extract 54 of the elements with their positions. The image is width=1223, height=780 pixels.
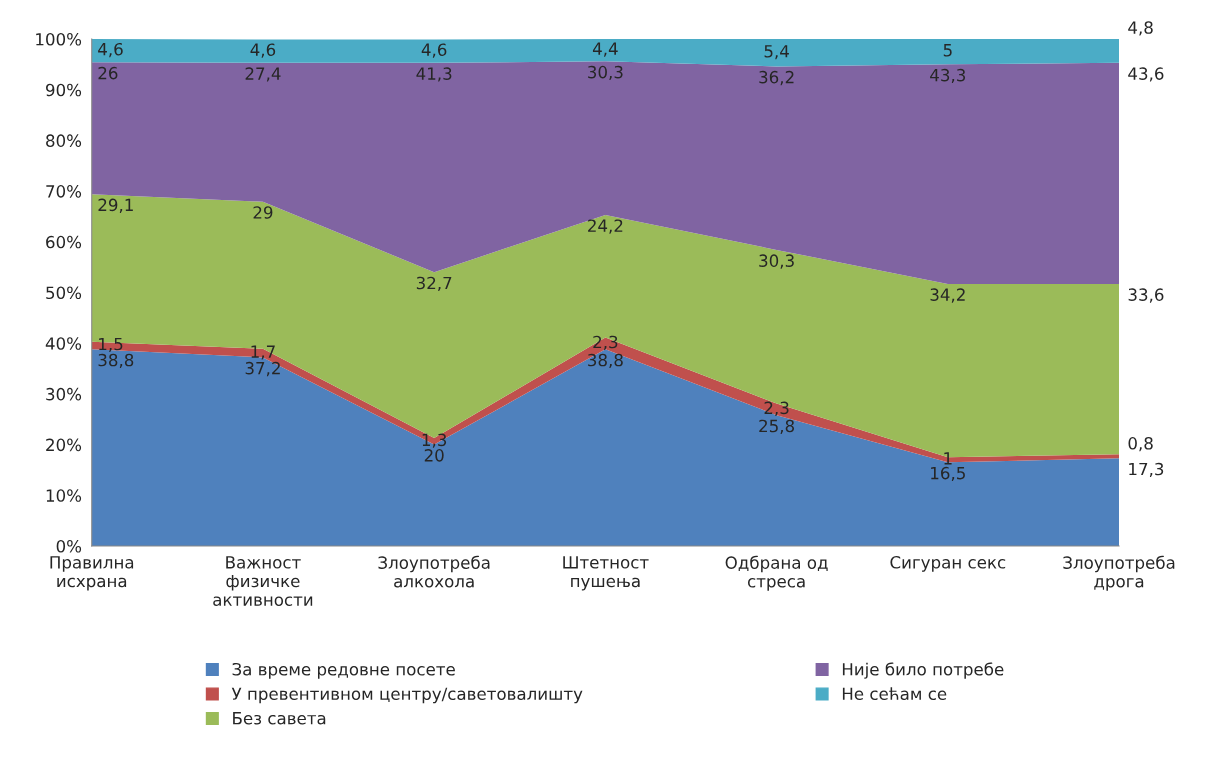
x-tick-label: Одбрана од стреса: [725, 555, 828, 591]
legend-label: Без савета: [233, 712, 326, 725]
data-label: 26: [98, 66, 118, 80]
y-tick-label: 60%: [46, 235, 82, 249]
data-label: 17,3: [1129, 462, 1164, 478]
data-label: 32,7: [416, 276, 452, 291]
data-label: 4,4: [592, 42, 618, 57]
y-tick-label: 0%: [56, 539, 82, 553]
x-tick-label: Правилна исхрана: [50, 556, 134, 591]
data-label: 30,3: [759, 254, 794, 269]
y-tick-label: 30%: [46, 387, 82, 401]
data-label: 2,3: [764, 401, 789, 416]
data-label: 4,6: [98, 42, 123, 58]
data-label: 25,8: [759, 419, 795, 434]
y-tick-label: 90%: [46, 83, 82, 97]
data-label: 16,5: [931, 466, 965, 482]
data-label: 1,7: [251, 345, 275, 360]
legend-label: У превентивном центру/саветовалишту: [231, 687, 583, 704]
y-tick-label: 10%: [46, 489, 82, 502]
data-label: 30,3: [588, 65, 623, 81]
data-label: 5: [943, 44, 952, 57]
data-label: 4,6: [421, 43, 447, 58]
data-label: 4,6: [250, 43, 276, 58]
y-tick-label: 70%: [46, 185, 82, 198]
y-tick-label: 40%: [45, 337, 82, 350]
data-label: 41,3: [416, 67, 452, 82]
y-tick-label: 80%: [46, 134, 82, 147]
legend-label: За време редовне посете: [232, 662, 455, 679]
data-label: 5,4: [764, 45, 789, 60]
data-label: 4,8: [1128, 21, 1153, 36]
data-label: 24,2: [588, 219, 623, 234]
x-tick-label: Штетност пушења: [563, 556, 649, 591]
x-tick-label: Злоупотреба дрога: [1063, 555, 1175, 591]
data-label: 37,2: [245, 361, 280, 377]
x-tick-label: Важност физичке активности: [213, 556, 313, 606]
data-label: 43,6: [1128, 67, 1164, 82]
y-tick-label: 50%: [46, 286, 82, 300]
data-label: 29: [253, 206, 273, 219]
data-label: 20: [424, 449, 444, 462]
data-label: 38,8: [588, 353, 623, 369]
x-tick-label: Сигуран секс: [890, 556, 1006, 572]
legend-label: Не сећам се: [842, 687, 947, 701]
data-label: 38,8: [98, 353, 134, 369]
y-tick-label: 20%: [46, 438, 82, 452]
x-tick-label: Злоупотреба алкохола: [378, 555, 490, 588]
data-label: 27,4: [245, 67, 281, 82]
data-label: 0,8: [1128, 437, 1153, 452]
data-label: 29,1: [98, 198, 133, 213]
data-label: 43,3: [930, 68, 966, 84]
data-label: 36,2: [759, 70, 794, 86]
data-label: 34,2: [930, 288, 965, 303]
legend-label: Није било потребе: [842, 662, 1004, 679]
data-label: 33,6: [1128, 288, 1164, 303]
y-tick-label: 100%: [36, 32, 82, 46]
